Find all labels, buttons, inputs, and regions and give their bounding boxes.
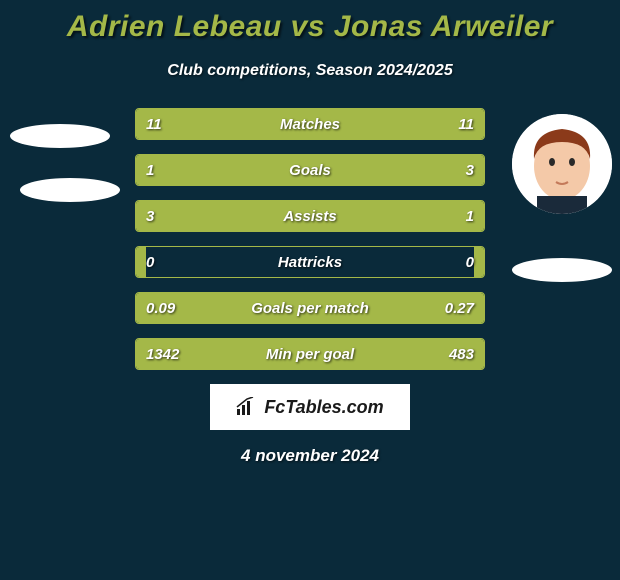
stat-value-right: 3	[466, 162, 474, 179]
stat-value-right: 0	[466, 254, 474, 271]
face-icon	[512, 114, 612, 214]
brand-badge[interactable]: FcTables.com	[210, 384, 410, 430]
avatar-left-placeholder-1	[10, 124, 110, 148]
stat-row-min-per-goal: 1342 Min per goal 483	[135, 338, 485, 370]
stat-value-right: 483	[449, 346, 474, 363]
stat-value-right: 1	[466, 208, 474, 225]
stat-label: Hattricks	[136, 254, 484, 271]
stat-row-matches: 11 Matches 11	[135, 108, 485, 140]
stats-bars: 11 Matches 11 1 Goals 3 3 Assists 1 0 Ha…	[135, 108, 485, 370]
comparison-title: Adrien Lebeau vs Jonas Arweiler	[0, 0, 620, 44]
stat-label: Matches	[136, 116, 484, 133]
stat-value-right: 11	[458, 116, 474, 133]
avatar-left-placeholder-2	[20, 178, 120, 202]
avatar-right-shadow	[512, 258, 612, 282]
stat-row-assists: 3 Assists 1	[135, 200, 485, 232]
avatar-circle	[512, 114, 612, 214]
comparison-body: 11 Matches 11 1 Goals 3 3 Assists 1 0 Ha…	[0, 108, 620, 466]
stat-label: Assists	[136, 208, 484, 225]
stat-label: Min per goal	[136, 346, 484, 363]
comparison-date: 4 november 2024	[0, 446, 620, 466]
stat-value-right: 0.27	[445, 300, 474, 317]
stat-row-goals-per-match: 0.09 Goals per match 0.27	[135, 292, 485, 324]
stat-label: Goals per match	[136, 300, 484, 317]
chart-icon	[236, 397, 258, 417]
stat-row-goals: 1 Goals 3	[135, 154, 485, 186]
stat-label: Goals	[136, 162, 484, 179]
brand-text: FcTables.com	[264, 397, 383, 418]
player-right-avatar	[512, 114, 612, 214]
comparison-subtitle: Club competitions, Season 2024/2025	[0, 62, 620, 80]
stat-row-hattricks: 0 Hattricks 0	[135, 246, 485, 278]
